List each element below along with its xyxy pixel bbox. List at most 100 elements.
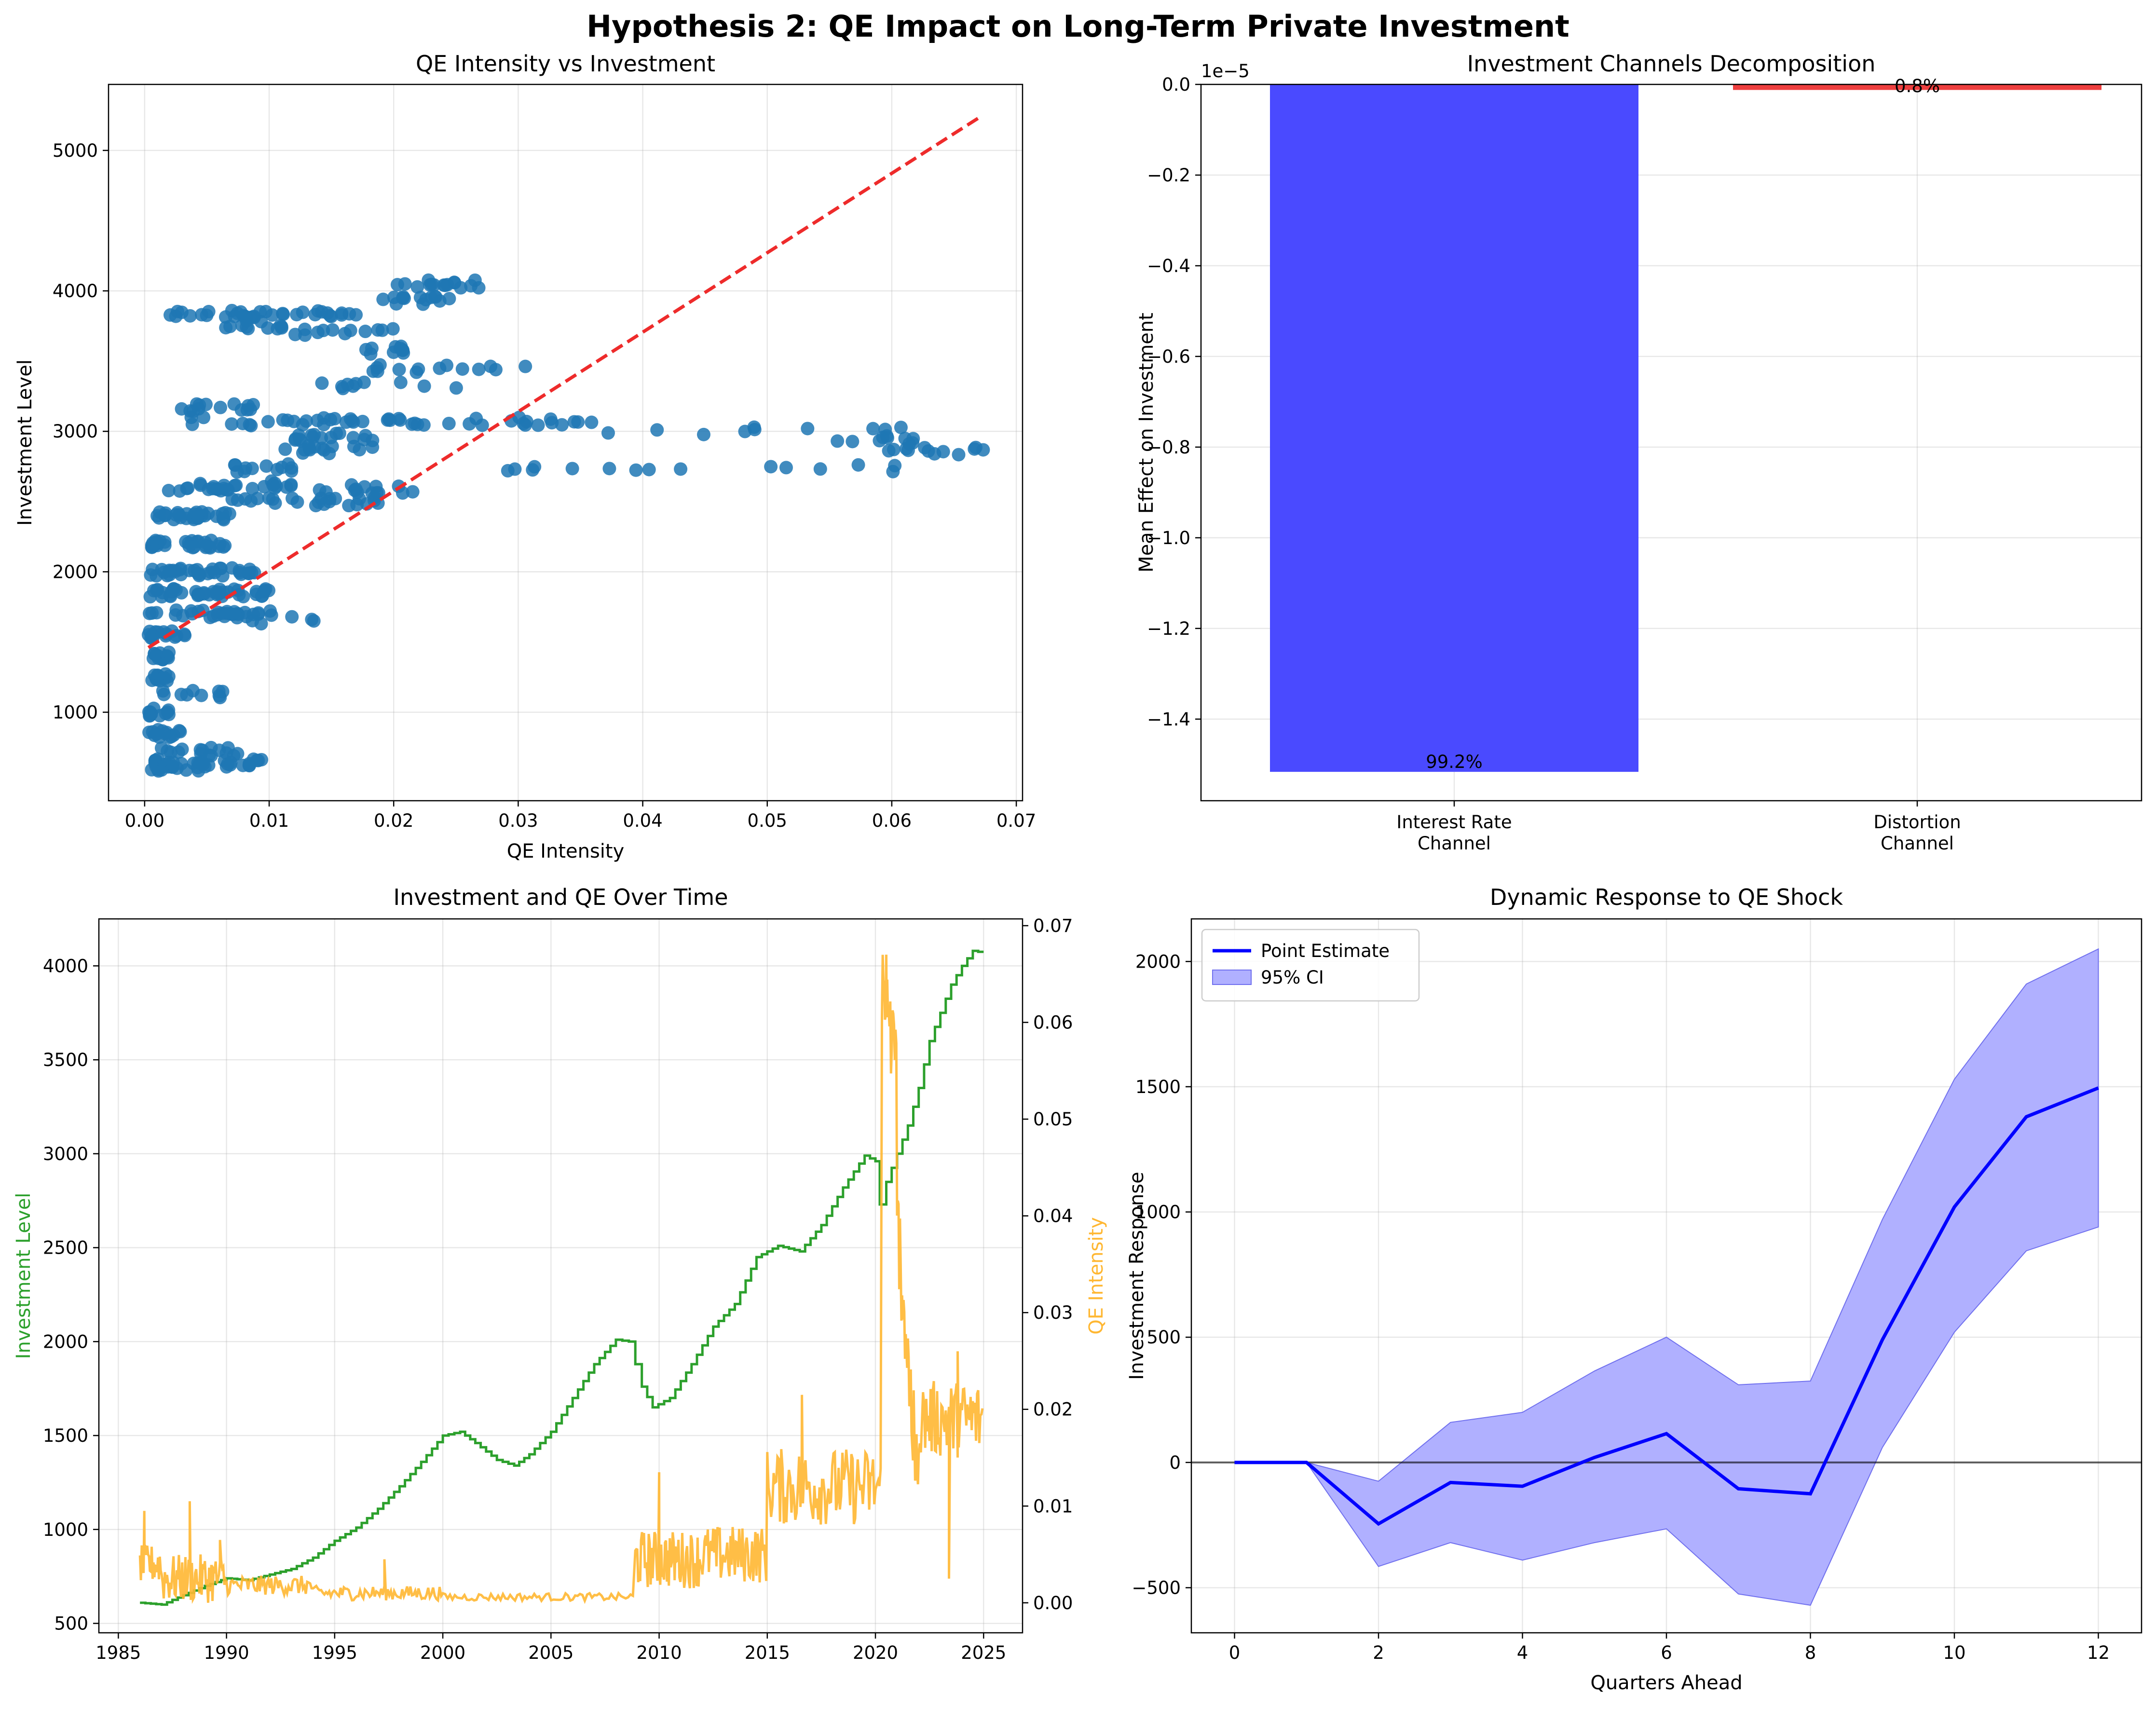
y-tick-label: 5000: [53, 140, 98, 161]
y-tick-label: 2500: [43, 1238, 88, 1258]
scatter-point: [846, 435, 860, 449]
scatter-point: [392, 411, 406, 425]
scatter-point: [368, 491, 382, 505]
scatter-point: [174, 757, 188, 771]
scatter-point: [288, 328, 302, 342]
scatter-point: [148, 728, 162, 742]
y-right-tick-label: 0.03: [1033, 1302, 1073, 1323]
y-tick-label: 4000: [43, 956, 88, 976]
scatter-point: [212, 684, 226, 698]
scatter-point: [338, 327, 352, 341]
bar-value-label: 0.8%: [1895, 76, 1940, 96]
scatter-point: [244, 419, 258, 433]
scatter-point: [738, 424, 752, 438]
investment-line: [140, 949, 984, 1606]
y-axis-label: Investment Response: [1126, 1172, 1148, 1380]
panel-investment-channels: 99.2% 0.8% 0.0 −0.2 −0.4 −0.6 −0.8 −1.0 −1.2 −1.4…: [1135, 51, 2142, 854]
scatter-point: [449, 381, 463, 395]
scatter-point: [164, 745, 177, 759]
y-tick-label: 3000: [43, 1144, 88, 1164]
panel-dynamic-response: 0 2 4 6 8 10 12 −500 0 500 1000 1500 2000 Point Estim…: [1126, 884, 2142, 1694]
y-right-tick-label: 0.06: [1033, 1012, 1073, 1033]
scatter-point: [332, 426, 346, 440]
scatter-point: [519, 359, 532, 373]
scatter-point: [413, 290, 427, 304]
scatter-point: [602, 462, 616, 476]
x-tick-label: 2000: [420, 1642, 465, 1663]
scatter-point: [270, 463, 284, 477]
scatter-point: [155, 562, 169, 576]
scatter-point: [271, 322, 285, 336]
scatter-point: [223, 319, 237, 333]
scatter-point: [227, 582, 241, 596]
scatter-point: [239, 610, 253, 624]
scatter-point: [169, 309, 183, 323]
x-tick-label: 2010: [636, 1642, 682, 1663]
scatter-point: [240, 320, 254, 334]
scatter-point: [216, 511, 230, 525]
scatter-point: [176, 609, 190, 623]
scatter-point: [160, 649, 174, 663]
legend-label-ci: 95% CI: [1261, 967, 1324, 988]
scatter-point: [231, 493, 245, 507]
scatter-point: [526, 463, 540, 477]
scatter-point: [192, 398, 206, 412]
scatter-point: [300, 414, 314, 428]
scatter-point: [386, 322, 400, 336]
x-tick-label: 8: [1805, 1642, 1816, 1663]
scatter-point: [376, 292, 390, 306]
bar-value-label: 99.2%: [1426, 752, 1483, 772]
scatter-point: [152, 505, 166, 519]
scatter-point: [316, 324, 330, 338]
y-tick-label: 1000: [53, 702, 98, 723]
scatter-point: [190, 508, 204, 522]
scatter-point: [296, 305, 310, 319]
scatter-point: [873, 434, 887, 448]
category-label: Channel: [1418, 833, 1491, 854]
scatter-point: [328, 492, 342, 506]
x-axis-label: QE Intensity: [507, 840, 625, 862]
x-tick-label: 6: [1661, 1642, 1672, 1663]
scatter-point: [190, 563, 204, 577]
x-tick-label: 0.04: [623, 810, 662, 831]
scatter-point: [221, 741, 235, 755]
scatter-point: [440, 278, 454, 292]
scatter-point: [250, 492, 264, 506]
scatter-point: [199, 539, 213, 553]
scatter-point: [674, 462, 688, 476]
scatter-point: [565, 462, 579, 476]
scatter-point: [172, 508, 186, 522]
scatter-point: [164, 730, 178, 744]
legend-box: [1201, 929, 1420, 1002]
scatter-point: [455, 362, 469, 376]
x-tick-label: 12: [2087, 1642, 2110, 1663]
scatter-point: [650, 423, 664, 437]
scatter-point: [531, 418, 545, 432]
scatter-point: [224, 755, 238, 769]
scatter-point: [325, 439, 339, 453]
scatter-point: [185, 417, 199, 431]
scatter-point: [342, 499, 356, 513]
scatter-point: [555, 418, 569, 432]
scatter-point: [203, 611, 217, 625]
scatter-point: [601, 426, 615, 440]
scatter-point: [290, 495, 304, 509]
legend: Point Estimate 95% CI: [1201, 929, 1420, 1002]
scatter-point: [408, 416, 422, 430]
scatter-point: [156, 684, 170, 698]
scatter-point: [406, 485, 420, 499]
scatter-point: [155, 763, 169, 777]
scatter-point: [585, 415, 599, 429]
y-tick-label: 2000: [53, 561, 98, 582]
scatter-point: [214, 400, 228, 414]
y-tick-label: −1.0: [1147, 528, 1190, 548]
y-tick-label: 2000: [1135, 951, 1181, 972]
scatter-point: [629, 463, 643, 477]
y-tick-label: 0.0: [1162, 74, 1190, 95]
scatter-point: [218, 539, 232, 553]
scatter-point: [389, 297, 403, 311]
x-tick-label: 2015: [745, 1642, 790, 1663]
scatter-point: [696, 427, 710, 441]
y-tick-label: −0.4: [1147, 256, 1190, 276]
